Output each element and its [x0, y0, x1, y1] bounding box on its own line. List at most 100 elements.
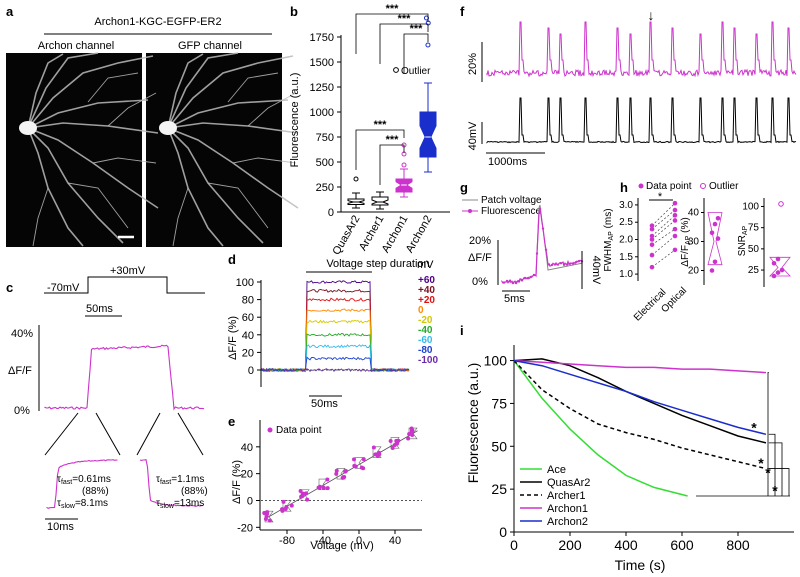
soma — [159, 121, 177, 135]
e-point — [321, 485, 326, 490]
b-ytick-label: 0 — [328, 207, 334, 219]
d-legend-entry: -100 — [418, 355, 438, 366]
panel-g-label: g — [460, 180, 468, 195]
panel-g-f-scale: 20% — [469, 235, 491, 247]
e-box — [390, 437, 400, 449]
h2-point — [709, 230, 715, 236]
h1-point-optical — [672, 218, 678, 223]
zoom-line-4 — [177, 412, 204, 456]
i-legend-label: Archon2 — [547, 516, 588, 528]
g-marker — [553, 263, 557, 266]
b-ytick-label: 250 — [316, 182, 334, 194]
e-point — [410, 433, 415, 438]
h2-point — [715, 216, 721, 221]
h1-pair-line — [651, 202, 676, 226]
zoom-line-2 — [95, 412, 121, 456]
panel-b-boxes — [347, 15, 437, 210]
i-xtick-label: 200 — [558, 537, 582, 553]
b-sig-stars: *** — [398, 13, 412, 25]
panel-a-label: a — [6, 4, 14, 19]
h3-tick-label: 25 — [748, 265, 760, 276]
e-point — [325, 477, 330, 482]
i-line-Archon1 — [513, 359, 767, 374]
panel-a-title: Archon1-KGC-EGFP-ER2 — [94, 16, 221, 28]
e-point — [283, 506, 288, 511]
e-xtick-label: 40 — [389, 535, 401, 547]
h3-outlier — [778, 201, 784, 207]
dendrite — [107, 92, 157, 127]
d-trace--40 — [261, 332, 410, 372]
dendrite — [27, 122, 159, 134]
g-marker — [514, 281, 518, 285]
panel-b-label: b — [290, 4, 298, 19]
panel-g-v-scale: 40mV — [590, 256, 602, 285]
dendrite — [207, 182, 269, 229]
i-legend-label: QuasAr2 — [547, 477, 590, 489]
panel-c-ytop: 40% — [11, 328, 33, 340]
h-legend-outlier: Outlier — [709, 181, 739, 192]
g-marker — [547, 263, 551, 266]
h1-pair-line — [651, 235, 676, 256]
dendrite — [232, 157, 297, 164]
panel-g-fluorescence-trace — [501, 208, 583, 285]
h-legend-outlier-marker — [700, 183, 706, 189]
h3-tick-label: 100 — [742, 201, 759, 212]
h2-box — [707, 212, 723, 266]
g-marker — [565, 263, 569, 266]
panel-i: i Fluorescence (a.u.) Time (s) 0 200 400 60… — [460, 323, 794, 573]
h1-point-optical — [672, 200, 678, 206]
e-point — [390, 445, 395, 450]
i-ytick-label: 75 — [491, 395, 507, 411]
panel-d-time-scale: 50ms — [311, 398, 338, 410]
i-xtick-label: 400 — [614, 537, 638, 553]
b-box — [371, 196, 389, 206]
h3-point — [771, 260, 777, 266]
panel-g-time-scale: 5ms — [504, 293, 525, 305]
e-point — [289, 503, 294, 508]
dendrite — [167, 99, 289, 129]
g-marker — [511, 281, 515, 285]
fwhm-points — [649, 200, 678, 270]
panel-e-ticks: -80 -40 0 40 -20 0 20 40 — [237, 442, 401, 547]
h1-tick-label: 3.0 — [619, 200, 633, 211]
b-sig-bracket — [379, 144, 405, 185]
e-xtick-label: -80 — [279, 535, 295, 547]
h3-point — [771, 273, 777, 279]
e-point — [388, 439, 393, 444]
g-marker — [535, 252, 539, 255]
panel-e-xlabel: Voltage (mV) — [310, 540, 374, 552]
panel-b-outlier-legend: Outlier — [401, 66, 431, 77]
panel-d-legend-title: mV — [417, 259, 434, 271]
g-marker — [550, 263, 554, 267]
d-ytick-label: 0 — [248, 365, 254, 377]
panel-a-right-caption: GFP channel — [178, 40, 242, 52]
i-sig-bracket — [767, 372, 769, 496]
h2-tick-label: 30 — [688, 237, 700, 248]
h3-tick-label: 50 — [748, 244, 760, 255]
i-legend-label: Archon1 — [547, 503, 588, 515]
panel-f-fluorescence-trace — [486, 21, 797, 78]
i-sig-star: * — [758, 455, 764, 471]
d-legend-entry: -80 — [418, 345, 433, 356]
b-sig-bracket — [355, 13, 429, 54]
g-marker — [574, 261, 578, 264]
d-trace-+20 — [261, 297, 410, 372]
v-low-label: -70mV — [47, 282, 80, 294]
e-ytick-label: 40 — [241, 442, 253, 454]
d-legend-entry: -20 — [418, 315, 433, 326]
e-point — [407, 432, 412, 437]
e-point — [340, 475, 345, 480]
dff-points — [707, 212, 723, 273]
panel-c-time-scale: 50ms — [86, 303, 113, 315]
g-marker — [577, 259, 581, 263]
g-marker — [568, 262, 572, 265]
b-ytick-label: 750 — [316, 132, 334, 144]
d-legend-entry: +60 — [418, 275, 435, 286]
dendrite — [27, 52, 99, 129]
d-trace-+40 — [261, 288, 410, 373]
h3-box — [769, 256, 791, 277]
legend-fluor: Fluorescence — [481, 206, 541, 217]
h1-tick-label: 2.5 — [619, 217, 633, 228]
panel-d: d Voltage step duration ΔF/F (%) 0 20 40 60… — [227, 252, 438, 410]
